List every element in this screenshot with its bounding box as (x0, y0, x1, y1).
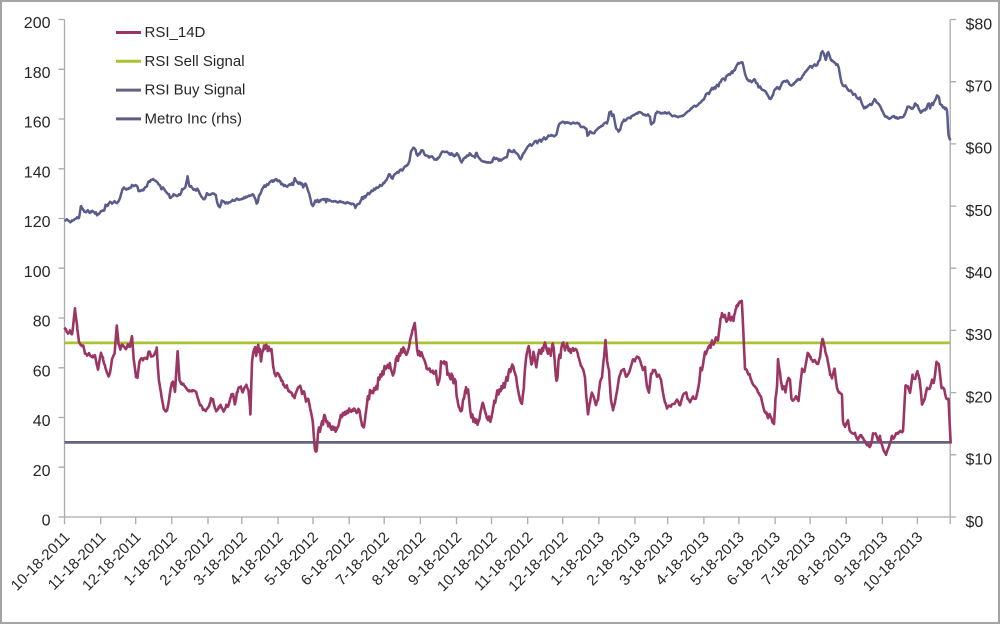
svg-text:RSI Buy Signal: RSI Buy Signal (145, 82, 246, 99)
svg-text:200: 200 (24, 15, 51, 32)
svg-text:Metro Inc (rhs): Metro Inc (rhs) (145, 110, 243, 127)
svg-text:RSI Sell Signal: RSI Sell Signal (145, 53, 245, 70)
svg-text:$0: $0 (966, 514, 984, 531)
svg-text:80: 80 (33, 314, 51, 331)
svg-text:$60: $60 (966, 141, 993, 158)
svg-text:20: 20 (33, 463, 51, 480)
svg-text:140: 140 (24, 164, 51, 181)
svg-text:$70: $70 (966, 79, 993, 96)
svg-text:0: 0 (42, 513, 51, 530)
svg-text:60: 60 (33, 363, 51, 380)
svg-text:$80: $80 (966, 16, 993, 33)
svg-text:$20: $20 (966, 389, 993, 406)
svg-text:RSI_14D: RSI_14D (145, 24, 206, 41)
svg-text:160: 160 (24, 115, 51, 132)
svg-text:$30: $30 (966, 327, 993, 344)
svg-text:120: 120 (24, 214, 51, 231)
svg-text:$10: $10 (966, 452, 993, 469)
svg-text:$40: $40 (966, 265, 993, 282)
svg-text:$50: $50 (966, 203, 993, 220)
svg-text:180: 180 (24, 65, 51, 82)
svg-text:100: 100 (24, 264, 51, 281)
svg-text:40: 40 (33, 413, 51, 430)
